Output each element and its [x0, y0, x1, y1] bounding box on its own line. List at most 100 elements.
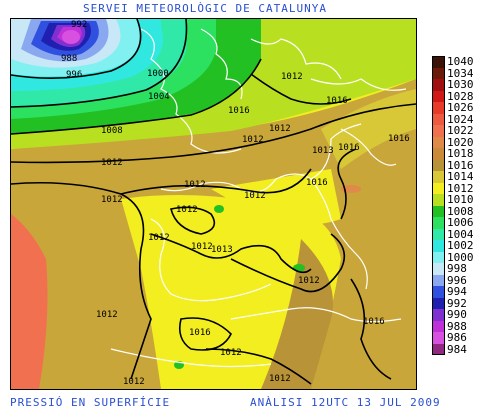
legend-swatch: [432, 332, 445, 344]
legend-swatch: [432, 297, 445, 309]
pressure-map: 992 988 996 1000 1004 1008 1012 1016 101…: [10, 18, 417, 390]
legend-item: 1020: [432, 135, 482, 149]
isobar: [11, 103, 416, 164]
legend-label: 1012: [447, 181, 474, 195]
legend-swatch: [432, 136, 445, 148]
coastlines: [110, 28, 407, 368]
legend-swatch: [432, 286, 445, 298]
legend-label: 996: [447, 273, 467, 287]
legend-item: 996: [432, 273, 482, 287]
legend-item: 1010: [432, 193, 482, 206]
isobar-label: 1016: [326, 96, 348, 106]
isobar-label: 1000: [147, 69, 169, 79]
isobar: [337, 148, 357, 220]
legend-label: 1016: [447, 158, 474, 172]
isobar-label: 1008: [101, 126, 123, 136]
map-subtitle: PRESSIÓ EN SUPERFÍCIE: [10, 396, 171, 409]
legend-label: 992: [447, 296, 467, 310]
isobar-label: 1016: [363, 317, 385, 327]
legend-label: 1030: [447, 78, 474, 91]
isobar-label: 1012: [148, 233, 170, 243]
isobar-label: 1016: [189, 328, 211, 338]
legend-item: 988: [432, 319, 482, 333]
isobars: [11, 19, 416, 385]
isobar-label: 988: [61, 54, 77, 64]
legend-label: 998: [447, 262, 467, 275]
legend-label: 1018: [447, 147, 474, 160]
legend-swatch: [432, 67, 445, 79]
legend-label: 986: [447, 331, 467, 344]
legend-item: 984: [432, 342, 482, 356]
legend-label: 1014: [447, 170, 474, 183]
green-patch: [214, 205, 224, 213]
legend-label: 990: [447, 308, 467, 321]
legend-item: 990: [432, 308, 482, 321]
isobar-label: 1012: [101, 158, 123, 168]
legend-item: 1008: [432, 204, 482, 218]
isobar-label: 992: [71, 20, 87, 30]
legend-swatch: [432, 102, 445, 114]
isobar-label: 996: [66, 70, 82, 80]
field-1012-france: [211, 169, 341, 226]
isobar: [150, 233, 312, 274]
isobar-label: 1012: [191, 242, 213, 252]
legend-label: 1024: [447, 112, 474, 126]
isobar-label: 1012: [184, 180, 206, 190]
legend-item: 1000: [432, 251, 482, 264]
isobar: [120, 168, 312, 195]
isobar-label: 1016: [388, 134, 410, 144]
isobar-label: 1012: [176, 205, 198, 215]
legend-swatch: [432, 274, 445, 286]
legend-item: 1012: [432, 181, 482, 195]
legend-item: 986: [432, 331, 482, 344]
isobar: [178, 317, 232, 351]
legend-swatch: [432, 251, 445, 263]
green-patch: [293, 264, 305, 272]
legend-item: 1034: [432, 66, 482, 80]
analysis-time: ANÀLISI 12UTC 13 JUL 2009: [250, 396, 441, 409]
field-1016-east: [311, 129, 416, 389]
pressure-legend: 1040 1034 1030 1028 1026 1024 1022 1020 1018 1016…: [432, 55, 482, 356]
isobar: [230, 233, 346, 293]
isobar-label: 1012: [242, 135, 264, 145]
isobar-label: 1012: [269, 374, 291, 384]
field-1016-strip: [261, 239, 333, 389]
legend-swatch: [432, 159, 445, 171]
legend-item: 1040: [432, 55, 482, 68]
legend-swatch: [432, 148, 445, 160]
isobar: [170, 206, 216, 235]
legend-swatch: [432, 263, 445, 275]
legend-swatch: [432, 205, 445, 217]
legend-label: 1034: [447, 66, 474, 80]
field-1022-high: [11, 214, 48, 389]
legend-swatch: [432, 228, 445, 240]
legend-item: 1024: [432, 112, 482, 126]
legend-label: 984: [447, 342, 467, 356]
legend-item: 992: [432, 296, 482, 310]
isobar-label: 1013: [211, 245, 233, 255]
isobar: [250, 73, 352, 105]
isobar-labels: 992 988 996 1000 1004 1008 1012 1016 101…: [61, 20, 410, 387]
map-title: SERVEI METEOROLÒGIC DE CATALUNYA: [83, 2, 327, 15]
legend-label: 1010: [447, 193, 474, 206]
isobar-label: 1012: [269, 124, 291, 134]
legend-item: 1030: [432, 78, 482, 91]
isobar: [11, 181, 152, 380]
isobar-label: 1012: [281, 72, 303, 82]
legend-swatch: [432, 171, 445, 183]
legend-swatch: [432, 194, 445, 206]
legend-label: 1020: [447, 135, 474, 149]
legend-label: 1004: [447, 227, 474, 241]
isobar-label: 1016: [338, 143, 360, 153]
legend-label: 1040: [447, 55, 474, 68]
legend-label: 988: [447, 319, 467, 333]
isobar-label: 1012: [96, 310, 118, 320]
legend-swatch: [432, 182, 445, 194]
isobar-label: 1016: [306, 178, 328, 188]
isobar: [11, 58, 262, 135]
field-986: [62, 30, 80, 44]
legend-label: 1008: [447, 204, 474, 218]
isobar-label: 1012: [244, 191, 266, 201]
legend-label: 1022: [447, 124, 474, 137]
legend-swatch: [432, 343, 445, 355]
